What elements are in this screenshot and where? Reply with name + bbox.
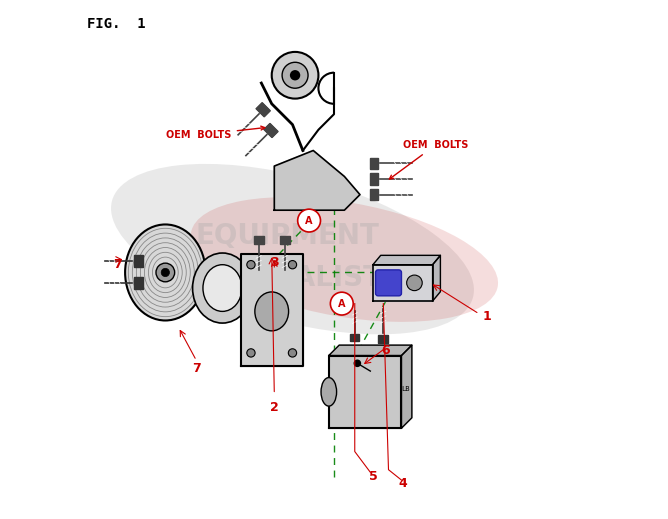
Text: A: A: [338, 298, 345, 309]
Polygon shape: [134, 277, 143, 289]
Text: 2: 2: [270, 401, 279, 414]
Text: OEM  BOLTS: OEM BOLTS: [389, 140, 468, 179]
Circle shape: [156, 263, 174, 282]
Polygon shape: [370, 173, 378, 185]
Text: EQUIPMENT: EQUIPMENT: [195, 222, 379, 250]
Circle shape: [272, 52, 319, 99]
Text: FIG.  1: FIG. 1: [88, 17, 146, 31]
Circle shape: [290, 70, 300, 80]
Ellipse shape: [111, 164, 474, 334]
Ellipse shape: [192, 253, 253, 323]
Polygon shape: [256, 103, 271, 117]
Circle shape: [161, 268, 170, 277]
Ellipse shape: [203, 265, 242, 311]
Ellipse shape: [255, 292, 289, 331]
Circle shape: [407, 275, 422, 291]
Polygon shape: [370, 158, 378, 169]
Text: 4: 4: [398, 477, 407, 490]
Ellipse shape: [125, 225, 206, 321]
Circle shape: [246, 349, 255, 357]
Polygon shape: [329, 345, 412, 356]
Text: 7: 7: [192, 362, 201, 375]
Circle shape: [354, 360, 361, 366]
Text: 1: 1: [483, 310, 492, 323]
Text: 6: 6: [381, 344, 390, 357]
Text: 3: 3: [270, 255, 279, 269]
Polygon shape: [134, 255, 143, 267]
Circle shape: [289, 349, 297, 357]
Polygon shape: [240, 254, 303, 366]
Circle shape: [246, 261, 255, 269]
Polygon shape: [254, 236, 264, 244]
Polygon shape: [401, 345, 412, 428]
Polygon shape: [279, 236, 290, 244]
Text: OEM  BOLTS: OEM BOLTS: [166, 126, 265, 140]
Circle shape: [298, 209, 321, 232]
Circle shape: [289, 261, 297, 269]
Polygon shape: [373, 265, 433, 301]
Ellipse shape: [191, 197, 498, 322]
FancyBboxPatch shape: [375, 270, 401, 296]
Text: SPECIALISTS: SPECIALISTS: [204, 264, 402, 292]
Polygon shape: [370, 189, 378, 200]
Polygon shape: [350, 334, 359, 341]
Text: A: A: [305, 215, 313, 226]
Polygon shape: [264, 124, 278, 138]
Polygon shape: [433, 255, 440, 301]
Circle shape: [331, 292, 353, 315]
Polygon shape: [378, 335, 389, 343]
Ellipse shape: [321, 378, 337, 406]
Text: 7: 7: [113, 258, 122, 271]
Polygon shape: [329, 356, 401, 428]
Text: 5: 5: [369, 470, 377, 483]
Text: LB: LB: [401, 386, 410, 392]
Polygon shape: [275, 151, 360, 210]
Circle shape: [282, 62, 308, 88]
Polygon shape: [373, 255, 440, 265]
